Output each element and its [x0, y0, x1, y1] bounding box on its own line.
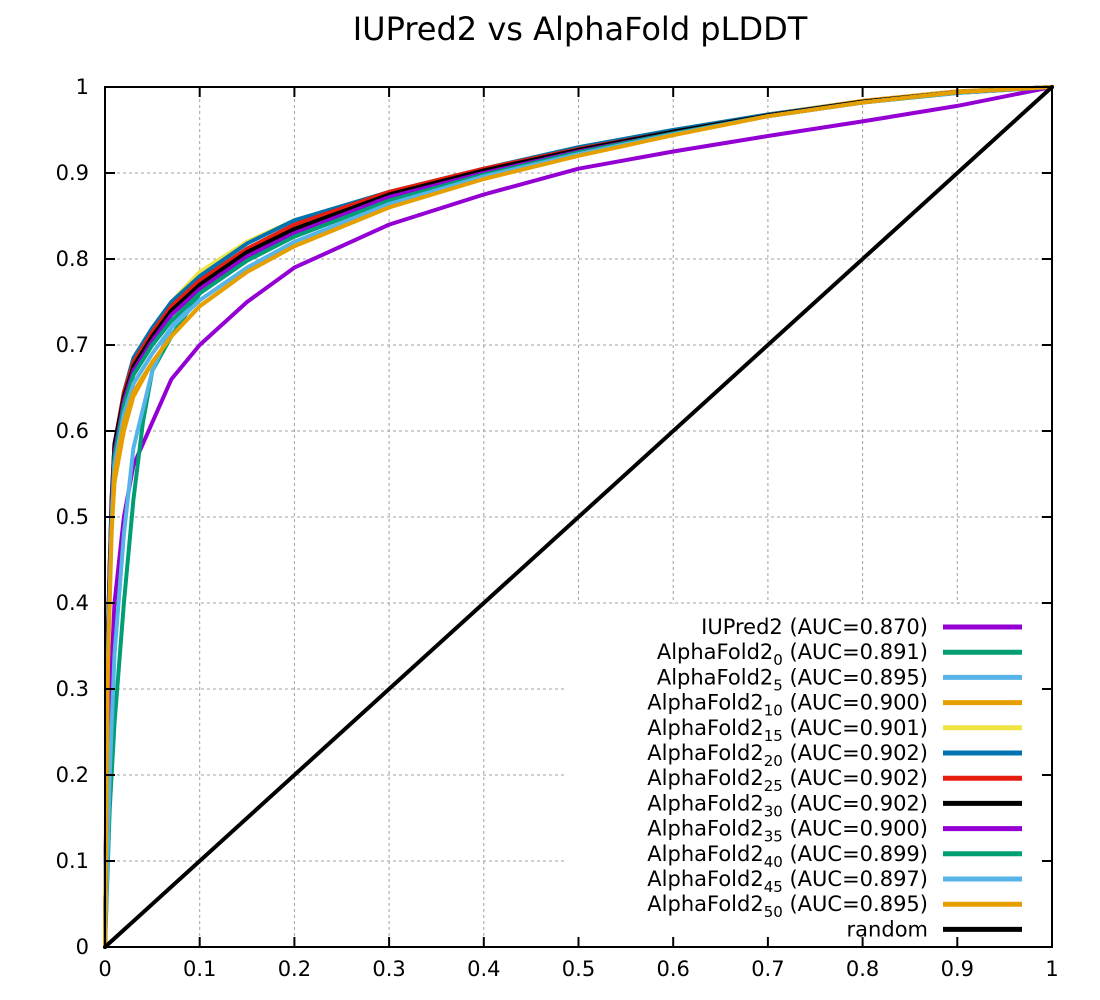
legend-label-3: AlphaFold210 (AUC=0.900)	[647, 691, 928, 720]
series-line-11	[103, 85, 1054, 949]
y-tick-label: 0.5	[56, 505, 89, 529]
legend-label-8: AlphaFold235 (AUC=0.900)	[647, 817, 928, 846]
y-tick-label: 0.6	[56, 419, 89, 443]
x-tick-label: 0.8	[846, 957, 879, 981]
chart-title: IUPred2 vs AlphaFold pLDDT	[353, 10, 808, 48]
legend-label-5: AlphaFold220 (AUC=0.902)	[647, 741, 928, 770]
grid-lines	[105, 87, 1052, 947]
y-tick-label: 0.2	[56, 763, 89, 787]
x-tick-label: 0.5	[562, 957, 595, 981]
y-tick-label: 1	[76, 75, 89, 99]
x-tick-label: 1	[1045, 957, 1058, 981]
series-line-12	[103, 85, 1054, 949]
y-tick-label: 0.4	[56, 591, 89, 615]
legend-label-4: AlphaFold215 (AUC=0.901)	[647, 716, 928, 745]
legend-label-1: AlphaFold20 (AUC=0.891)	[657, 640, 928, 669]
x-tick-label: 0.4	[467, 957, 500, 981]
y-tick-label: 0	[76, 935, 89, 959]
y-tick-label: 0.8	[56, 247, 89, 271]
axes: 0 0.1 0.2 0.3 0.4 0.5 0.6 0.7 0.8 0.9 1 0 0.1 0.2 0.3 0…	[56, 75, 1059, 981]
x-tick-label: 0.2	[278, 957, 311, 981]
y-tick-label: 0.1	[56, 849, 89, 873]
x-tick-label: 0.1	[183, 957, 216, 981]
legend-label-7: AlphaFold230 (AUC=0.902)	[647, 791, 928, 820]
x-tick-label: 0.6	[656, 957, 689, 981]
legend-label-0: IUPred2 (AUC=0.870)	[701, 615, 928, 639]
x-tick-label: 0	[98, 957, 111, 981]
y-tick-label: 0.9	[56, 161, 89, 185]
legend-label-2: AlphaFold25 (AUC=0.895)	[657, 665, 928, 694]
legend-label-9: AlphaFold240 (AUC=0.899)	[647, 842, 928, 871]
legend-label-11: AlphaFold250 (AUC=0.895)	[647, 892, 928, 921]
x-tick-label: 0.3	[372, 957, 405, 981]
legend: IUPred2 (AUC=0.870)AlphaFold20 (AUC=0.89…	[647, 615, 1022, 941]
x-tick-label: 0.7	[751, 957, 784, 981]
y-tick-label: 0.3	[56, 677, 89, 701]
series-lines	[103, 85, 1054, 949]
legend-label-10: AlphaFold245 (AUC=0.897)	[647, 867, 928, 896]
y-tick-label: 0.7	[56, 333, 89, 357]
x-tick-label: 0.9	[941, 957, 974, 981]
legend-label-12: random	[847, 917, 928, 941]
legend-label-6: AlphaFold225 (AUC=0.902)	[647, 766, 928, 795]
